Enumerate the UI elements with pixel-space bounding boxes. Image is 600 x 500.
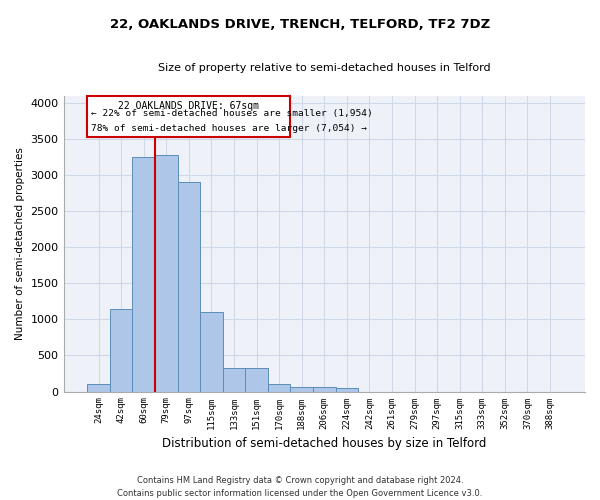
Bar <box>335 388 358 392</box>
Bar <box>155 154 178 392</box>
Bar <box>223 368 245 392</box>
Bar <box>110 308 133 392</box>
Bar <box>87 96 290 136</box>
Text: Contains HM Land Registry data © Crown copyright and database right 2024.
Contai: Contains HM Land Registry data © Crown c… <box>118 476 482 498</box>
Text: ← 22% of semi-detached houses are smaller (1,954): ← 22% of semi-detached houses are smalle… <box>91 108 373 118</box>
Title: Size of property relative to semi-detached houses in Telford: Size of property relative to semi-detach… <box>158 62 491 72</box>
X-axis label: Distribution of semi-detached houses by size in Telford: Distribution of semi-detached houses by … <box>162 437 487 450</box>
Bar <box>245 368 268 392</box>
Bar <box>200 312 223 392</box>
Y-axis label: Number of semi-detached properties: Number of semi-detached properties <box>15 147 25 340</box>
Text: 22 OAKLANDS DRIVE: 67sqm: 22 OAKLANDS DRIVE: 67sqm <box>118 102 259 112</box>
Bar <box>290 387 313 392</box>
Bar <box>178 182 200 392</box>
Bar <box>313 387 335 392</box>
Bar <box>133 157 155 392</box>
Text: 22, OAKLANDS DRIVE, TRENCH, TELFORD, TF2 7DZ: 22, OAKLANDS DRIVE, TRENCH, TELFORD, TF2… <box>110 18 490 30</box>
Bar <box>87 384 110 392</box>
Text: 78% of semi-detached houses are larger (7,054) →: 78% of semi-detached houses are larger (… <box>91 124 367 133</box>
Bar <box>268 384 290 392</box>
